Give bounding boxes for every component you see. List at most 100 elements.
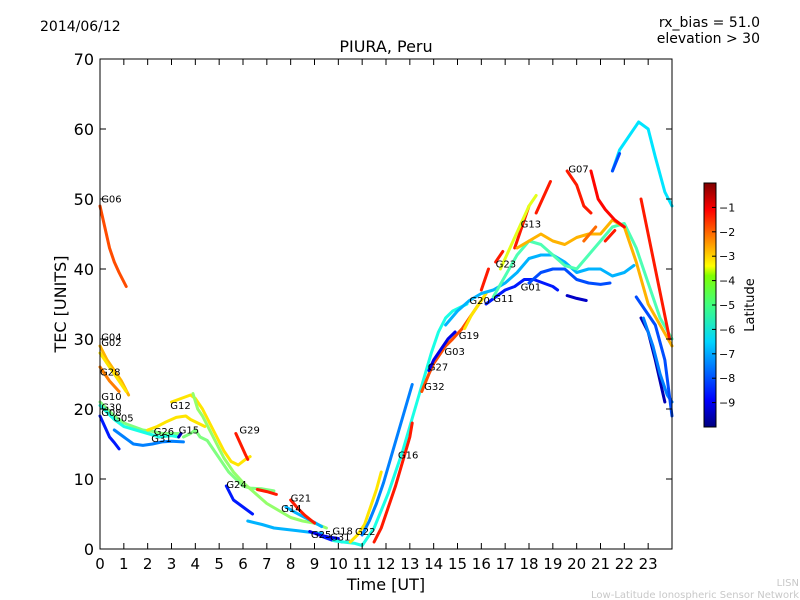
- satellite-track-g09: [491, 222, 674, 341]
- x-tick-label: 2: [143, 555, 153, 573]
- satellite-label: G31: [151, 434, 171, 445]
- satellite-label: G10: [101, 392, 121, 403]
- satellite-label: G07: [568, 164, 588, 175]
- satellite-track-g29: [234, 432, 250, 461]
- elevation-label: elevation > 30: [657, 31, 760, 47]
- colorbar-tick-label: −3: [719, 250, 735, 263]
- satellite-track-g20: [463, 292, 488, 330]
- x-axis-label: Time [UT]: [346, 575, 425, 594]
- y-tick-label: 30: [74, 330, 94, 349]
- satellite-label: G22: [355, 527, 375, 538]
- colorbar-tick-label: −5: [719, 299, 735, 312]
- satellite-label: G24: [226, 480, 246, 491]
- y-tick-label: 50: [74, 190, 94, 209]
- y-tick-label: 60: [74, 120, 94, 139]
- satellite-label: G20: [469, 296, 489, 307]
- x-tick-label: 22: [615, 555, 634, 573]
- y-tick-label: 70: [74, 50, 94, 69]
- satellite-track-g36: [639, 197, 672, 341]
- satellite-label: G21: [291, 493, 311, 504]
- y-tick-label: 0: [84, 540, 94, 559]
- x-tick-label: 19: [543, 555, 562, 573]
- satellite-label: G18: [332, 526, 352, 537]
- x-tick-label: 7: [262, 555, 272, 573]
- satellite-track-g12: [170, 393, 252, 467]
- colorbar-tick-label: −7: [719, 348, 735, 361]
- colorbar: −1 −2 −3 −4 −5 −6 −7 −8 −9 Latitude: [703, 182, 758, 428]
- satellite-label: G19: [459, 331, 479, 342]
- x-axis: 0 1 2 3 4 5 6 7 8 9 10 11 12 13 14 15 16 17 18 19 20 21 22 23: [95, 59, 658, 573]
- org-short: LISN: [777, 578, 799, 589]
- x-tick-label: 18: [519, 555, 538, 573]
- satellite-track-g16: [372, 421, 414, 544]
- x-tick-label: 0: [95, 555, 105, 573]
- x-tick-label: 23: [639, 555, 658, 573]
- satellite-label: G31: [330, 533, 350, 544]
- satellite-track-g05: [112, 428, 185, 447]
- colorbar-tick-label: −2: [719, 226, 735, 239]
- org-long: Low-Latitude Ionospheric Sensor Network: [591, 590, 799, 600]
- satellite-track-g07e: [603, 229, 617, 243]
- colorbar-tick-label: −9: [719, 397, 735, 410]
- y-tick-label: 10: [74, 470, 94, 489]
- satellite-track-g30: [98, 404, 181, 439]
- satellite-track-g08: [98, 414, 121, 451]
- satellite-label: G04: [101, 332, 121, 343]
- y-axis: 0 10 20 30 40 50 60 70: [74, 50, 672, 559]
- x-tick-label: 5: [214, 555, 224, 573]
- satellite-track-g22: [348, 470, 383, 544]
- y-tick-label: 40: [74, 260, 94, 279]
- colorbar-tick-label: −6: [719, 323, 735, 336]
- chart-title: PIURA, Peru: [339, 37, 432, 56]
- colorbar-tick-label: −1: [719, 201, 735, 214]
- x-tick-label: 16: [472, 555, 491, 573]
- colorbar-ticks: −1 −2 −3 −4 −5 −6 −7 −8 −9: [712, 201, 735, 410]
- satellite-track-g28: [98, 365, 121, 393]
- satellite-label: G30: [101, 402, 121, 413]
- satellite-label: G29: [239, 426, 259, 437]
- x-tick-label: 14: [424, 555, 443, 573]
- satellite-label: G23: [496, 260, 516, 271]
- satellite-track-g03: [360, 383, 414, 537]
- satellite-track-g21: [255, 488, 278, 496]
- satellite-label: G12: [170, 401, 190, 412]
- satellite-label: G15: [179, 426, 199, 437]
- satellite-track-g01: [484, 278, 560, 306]
- satellite-label: G01: [521, 283, 541, 294]
- satellite-track-g11: [444, 253, 636, 327]
- satellite-track-g10: [98, 400, 181, 435]
- satellite-track-g01b: [565, 294, 588, 302]
- satellite-label: G02: [101, 338, 121, 349]
- satellite-track-g07: [191, 392, 328, 530]
- x-tick-label: 4: [191, 555, 201, 573]
- satellite-label: G32: [424, 382, 444, 393]
- satellite-track-g13c: [498, 194, 538, 271]
- satellite-label: G05: [113, 414, 133, 425]
- satellite-track-g35b: [610, 152, 622, 173]
- y-tick-label: 20: [74, 400, 94, 419]
- x-tick-label: 12: [376, 555, 395, 573]
- x-tick-label: 10: [329, 555, 348, 573]
- x-tick-label: 11: [353, 555, 372, 573]
- satellite-track-g39: [634, 295, 674, 418]
- x-tick-label: 13: [400, 555, 419, 573]
- satellite-label: G03: [444, 347, 464, 358]
- x-tick-label: 3: [167, 555, 177, 573]
- colorbar-label: Latitude: [743, 278, 758, 332]
- satellite-track-g35: [610, 120, 674, 208]
- colorbar-tick-label: −4: [719, 275, 735, 288]
- satellite-track-g13b: [534, 180, 552, 215]
- satellite-track-g17: [515, 218, 674, 348]
- x-tick-label: 17: [496, 555, 515, 573]
- satellite-track-g23b: [494, 250, 505, 264]
- satellite-track-g06: [98, 204, 128, 288]
- satellite-track-g07d: [582, 225, 598, 243]
- plot-area: [98, 120, 674, 547]
- x-tick-label: 20: [567, 555, 586, 573]
- x-tick-label: 6: [238, 555, 248, 573]
- satellite-label: G26: [154, 427, 174, 438]
- y-axis-label: TEC [UNITS]: [51, 256, 70, 354]
- x-tick-label: 8: [286, 555, 296, 573]
